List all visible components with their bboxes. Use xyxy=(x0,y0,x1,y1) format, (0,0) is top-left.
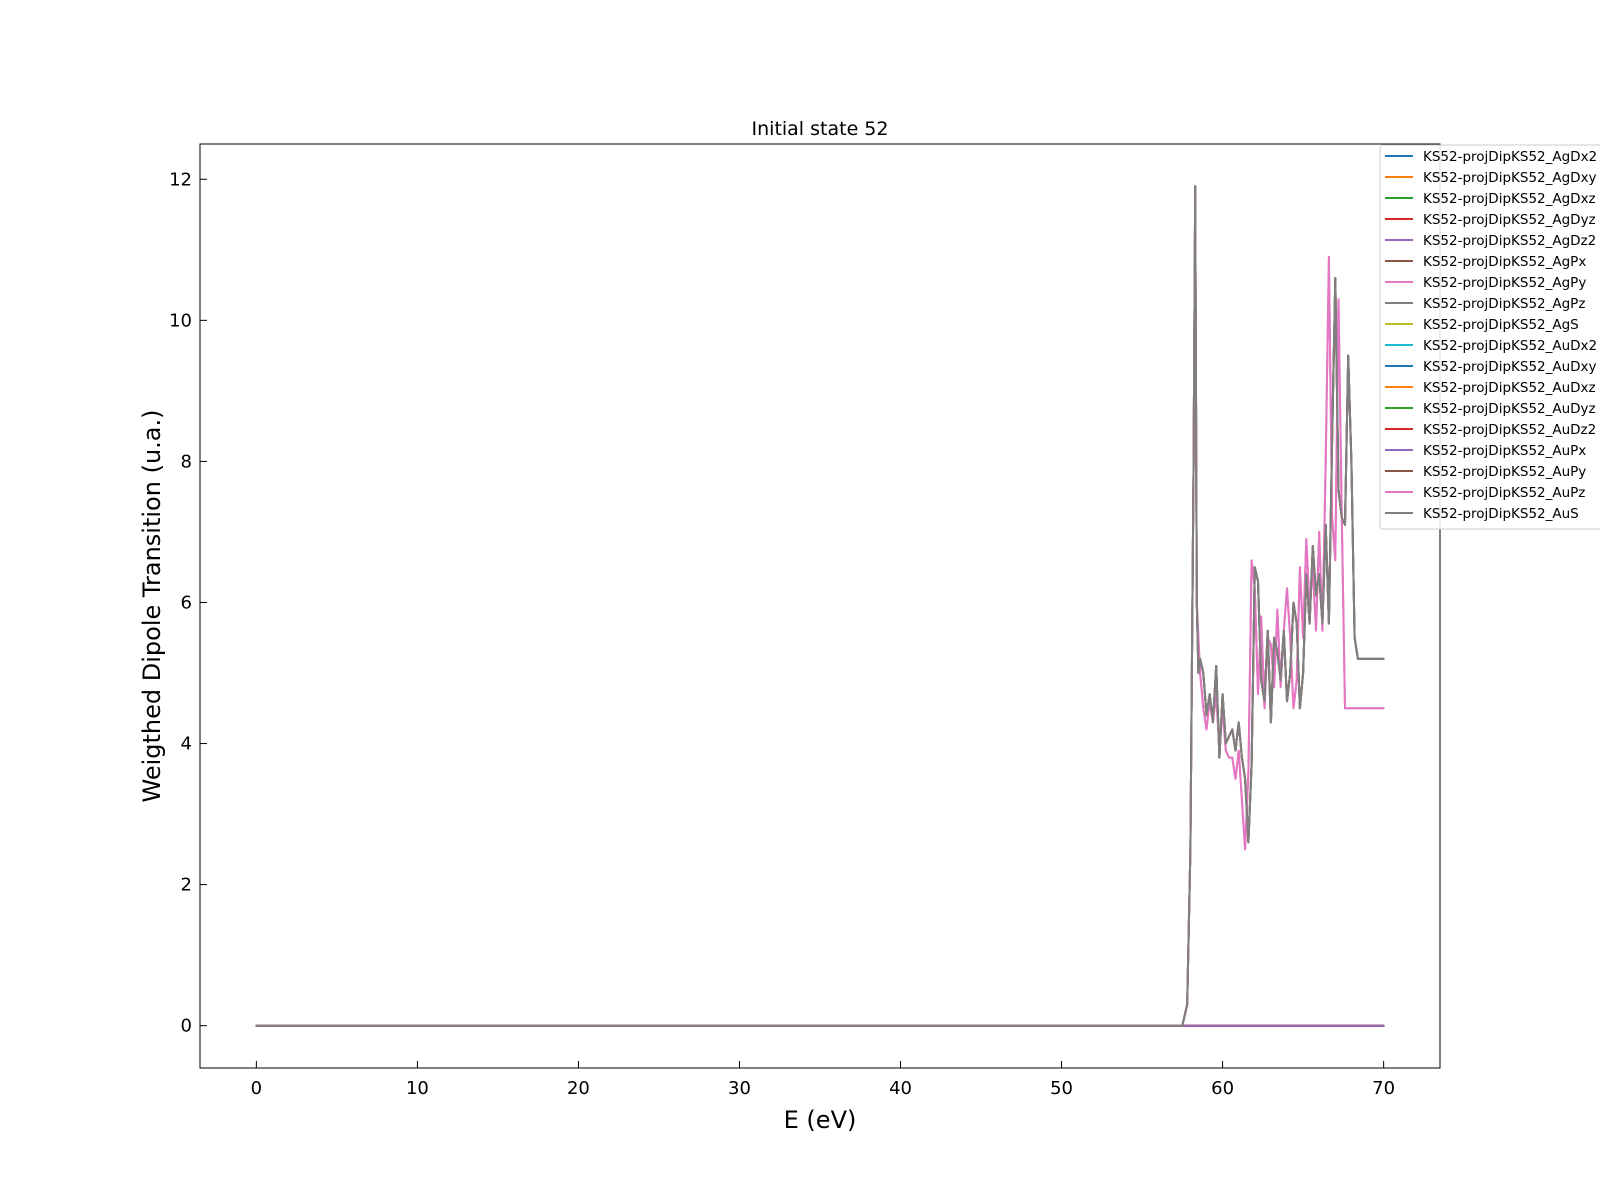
series-line-16 xyxy=(255,192,1385,1027)
legend-label: KS52-projDipKS52_AgDx2 xyxy=(1423,149,1597,165)
y-tick-label: 8 xyxy=(181,451,192,472)
legend: KS52-projDipKS52_AgDx2 KS52-projDipKS52_A… xyxy=(1379,144,1600,530)
legend-box xyxy=(1379,144,1600,530)
y-tick-label: 10 xyxy=(169,310,192,331)
y-tick-label: 0 xyxy=(181,1016,192,1037)
series-line-17 xyxy=(255,185,1385,1027)
legend-label: KS52-projDipKS52_AuDx2 xyxy=(1423,338,1597,354)
legend-label: KS52-projDipKS52_AgPy xyxy=(1423,275,1586,291)
x-tick-label: 70 xyxy=(1372,1078,1395,1099)
legend-label: KS52-projDipKS52_AuDz2 xyxy=(1423,422,1596,438)
x-tick-label: 30 xyxy=(728,1078,751,1099)
legend-label: KS52-projDipKS52_AgS xyxy=(1423,317,1579,333)
legend-label: KS52-projDipKS52_AgPx xyxy=(1423,254,1586,270)
plot-lines xyxy=(255,185,1385,1027)
legend-label: KS52-projDipKS52_AuPz xyxy=(1423,485,1585,501)
legend-label: KS52-projDipKS52_AuDxy xyxy=(1423,359,1597,375)
y-tick-label: 6 xyxy=(181,592,192,613)
x-tick-label: 20 xyxy=(567,1078,590,1099)
x-tick-label: 60 xyxy=(1211,1078,1234,1099)
legend-label: KS52-projDipKS52_AgDxy xyxy=(1423,170,1597,186)
legend-label: KS52-projDipKS52_AuDxz xyxy=(1423,380,1596,396)
x-axis-label: E (eV) xyxy=(784,1106,857,1134)
y-tick-label: 12 xyxy=(169,169,192,190)
x-tick-label: 50 xyxy=(1050,1078,1073,1099)
x-tick-label: 0 xyxy=(251,1078,262,1099)
x-tick-label: 10 xyxy=(406,1078,429,1099)
legend-label: KS52-projDipKS52_AgPz xyxy=(1423,296,1585,312)
legend-label: KS52-projDipKS52_AgDyz xyxy=(1423,212,1596,228)
legend-label: KS52-projDipKS52_AuS xyxy=(1423,506,1579,522)
legend-label: KS52-projDipKS52_AuDyz xyxy=(1423,401,1596,417)
y-tick-label: 4 xyxy=(181,734,192,755)
x-tick-label: 40 xyxy=(889,1078,912,1099)
legend-label: KS52-projDipKS52_AuPy xyxy=(1423,464,1586,480)
y-tick-label: 2 xyxy=(181,875,192,896)
legend-label: KS52-projDipKS52_AgDz2 xyxy=(1423,233,1596,249)
y-axis-ticks: 0 2 4 6 8 10 12 xyxy=(169,169,207,1037)
legend-label: KS52-projDipKS52_AuPx xyxy=(1423,443,1586,459)
y-axis-label: Weigthed Dipole Transition (u.a.) xyxy=(138,410,166,803)
x-axis-ticks: 0 10 20 30 40 50 60 70 xyxy=(251,1061,1395,1099)
legend-label: KS52-projDipKS52_AgDxz xyxy=(1423,191,1596,207)
chart-title: Initial state 52 xyxy=(752,118,889,140)
plot-frame xyxy=(199,143,1441,1069)
